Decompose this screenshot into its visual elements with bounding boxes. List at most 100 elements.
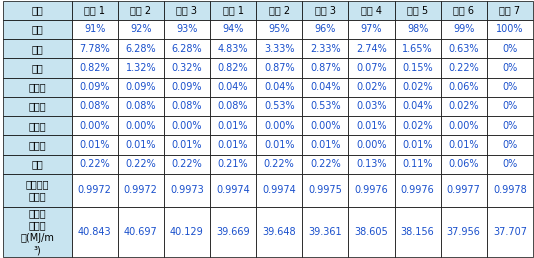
Text: 0.02%: 0.02% bbox=[402, 82, 433, 92]
Bar bbox=[3, 174, 72, 207]
Text: 93%: 93% bbox=[176, 25, 198, 34]
Text: 方案 3: 方案 3 bbox=[315, 5, 336, 15]
Bar bbox=[487, 39, 533, 58]
Bar bbox=[395, 39, 441, 58]
Bar bbox=[117, 20, 164, 39]
Text: 0.09%: 0.09% bbox=[125, 82, 156, 92]
Bar bbox=[117, 116, 164, 135]
Text: 0.02%: 0.02% bbox=[356, 82, 387, 92]
Bar bbox=[3, 155, 72, 174]
Bar bbox=[117, 155, 164, 174]
Text: 0.01%: 0.01% bbox=[218, 140, 248, 150]
Bar bbox=[72, 116, 117, 135]
Text: 100%: 100% bbox=[496, 25, 524, 34]
Text: 94%: 94% bbox=[222, 25, 244, 34]
Bar bbox=[487, 78, 533, 97]
Text: 97%: 97% bbox=[360, 25, 382, 34]
Text: 3.33%: 3.33% bbox=[264, 44, 294, 54]
Bar bbox=[348, 78, 395, 97]
Bar bbox=[395, 78, 441, 97]
Text: 0.08%: 0.08% bbox=[218, 101, 248, 111]
Bar bbox=[117, 135, 164, 155]
Text: 0.22%: 0.22% bbox=[79, 159, 110, 169]
Text: 方案 3: 方案 3 bbox=[176, 5, 198, 15]
Text: 0.01%: 0.01% bbox=[171, 140, 202, 150]
Text: 38.605: 38.605 bbox=[355, 227, 388, 237]
Bar bbox=[256, 207, 302, 257]
Text: 0.21%: 0.21% bbox=[218, 159, 248, 169]
Bar bbox=[210, 39, 256, 58]
Bar bbox=[395, 174, 441, 207]
Bar bbox=[210, 78, 256, 97]
Bar bbox=[210, 58, 256, 78]
Bar bbox=[164, 58, 210, 78]
Text: 0.09%: 0.09% bbox=[80, 82, 110, 92]
Text: 6.28%: 6.28% bbox=[125, 44, 156, 54]
Text: 2.33%: 2.33% bbox=[310, 44, 341, 54]
Text: 0.04%: 0.04% bbox=[264, 82, 294, 92]
Bar bbox=[302, 174, 348, 207]
Text: 99%: 99% bbox=[453, 25, 474, 34]
Bar bbox=[441, 135, 487, 155]
Text: 0%: 0% bbox=[502, 140, 517, 150]
Text: 95%: 95% bbox=[269, 25, 290, 34]
Bar bbox=[348, 174, 395, 207]
Bar bbox=[487, 155, 533, 174]
Text: 方案 6: 方案 6 bbox=[453, 5, 474, 15]
Bar bbox=[72, 20, 117, 39]
Text: 0%: 0% bbox=[502, 44, 517, 54]
Bar bbox=[164, 78, 210, 97]
Bar bbox=[302, 1, 348, 20]
Bar bbox=[72, 135, 117, 155]
Text: 0.87%: 0.87% bbox=[310, 63, 341, 73]
Text: 4.83%: 4.83% bbox=[218, 44, 248, 54]
Bar bbox=[3, 116, 72, 135]
Text: 0.03%: 0.03% bbox=[356, 101, 387, 111]
Text: 0%: 0% bbox=[502, 121, 517, 131]
Text: 0.9978: 0.9978 bbox=[493, 185, 527, 195]
Text: 40.697: 40.697 bbox=[124, 227, 158, 237]
Text: 7.78%: 7.78% bbox=[79, 44, 110, 54]
Text: 异丁烷: 异丁烷 bbox=[28, 101, 46, 111]
Text: 0.13%: 0.13% bbox=[356, 159, 387, 169]
Bar bbox=[348, 1, 395, 20]
Bar bbox=[348, 58, 395, 78]
Bar bbox=[117, 97, 164, 116]
Bar bbox=[117, 174, 164, 207]
Bar bbox=[210, 20, 256, 39]
Bar bbox=[487, 1, 533, 20]
Bar bbox=[164, 174, 210, 207]
Bar bbox=[441, 1, 487, 20]
Bar bbox=[256, 174, 302, 207]
Bar bbox=[3, 78, 72, 97]
Bar bbox=[487, 135, 533, 155]
Text: 0.08%: 0.08% bbox=[125, 101, 156, 111]
Text: 0.02%: 0.02% bbox=[402, 121, 433, 131]
Text: 方案 2: 方案 2 bbox=[269, 5, 290, 15]
Text: 37.956: 37.956 bbox=[447, 227, 481, 237]
Text: 乙烷: 乙烷 bbox=[32, 44, 43, 54]
Bar bbox=[117, 207, 164, 257]
Text: 方案 4: 方案 4 bbox=[361, 5, 382, 15]
Bar bbox=[210, 97, 256, 116]
Bar bbox=[441, 116, 487, 135]
Text: 方案 7: 方案 7 bbox=[499, 5, 521, 15]
Text: 方案 1: 方案 1 bbox=[223, 5, 244, 15]
Bar bbox=[256, 97, 302, 116]
Bar bbox=[256, 135, 302, 155]
Text: 0.01%: 0.01% bbox=[125, 140, 156, 150]
Text: 0.01%: 0.01% bbox=[310, 140, 341, 150]
Bar bbox=[3, 20, 72, 39]
Text: 0.01%: 0.01% bbox=[80, 140, 110, 150]
Text: 0.00%: 0.00% bbox=[171, 121, 202, 131]
Bar bbox=[117, 78, 164, 97]
Bar bbox=[302, 155, 348, 174]
Text: 0.00%: 0.00% bbox=[449, 121, 479, 131]
Text: 0.04%: 0.04% bbox=[310, 82, 341, 92]
Bar bbox=[302, 207, 348, 257]
Bar bbox=[302, 116, 348, 135]
Bar bbox=[487, 116, 533, 135]
Text: 0.08%: 0.08% bbox=[80, 101, 110, 111]
Text: 0.9974: 0.9974 bbox=[262, 185, 296, 195]
Text: 方案 1: 方案 1 bbox=[84, 5, 105, 15]
